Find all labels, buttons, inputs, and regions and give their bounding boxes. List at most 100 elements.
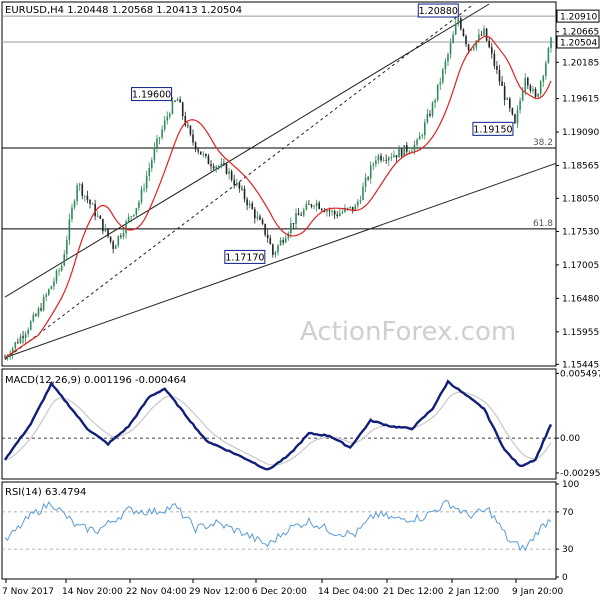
candle-body xyxy=(421,135,424,137)
candle-body xyxy=(284,238,287,243)
price-tick-label: 1.17005 xyxy=(562,261,599,271)
candle-body xyxy=(405,145,408,152)
candle-body xyxy=(503,86,506,100)
candle-body xyxy=(357,201,359,206)
candle-body xyxy=(140,188,143,203)
price-annotation-box xyxy=(131,87,173,102)
candle-body xyxy=(89,199,91,204)
candle-body xyxy=(60,265,63,271)
candle-body xyxy=(362,186,364,201)
candle-body xyxy=(444,61,447,70)
candle-body xyxy=(534,89,537,97)
price-annotation-label: 1.19600 xyxy=(132,90,171,101)
candle-body xyxy=(449,43,452,55)
channel-lower-line xyxy=(4,162,557,359)
candle-body xyxy=(460,18,462,30)
candle-body xyxy=(17,342,19,344)
candle-body xyxy=(290,223,292,234)
candle-body xyxy=(202,153,205,155)
candle-body xyxy=(158,137,161,139)
candle-body xyxy=(547,47,550,63)
candle-body xyxy=(272,244,274,255)
price-tick-label: 1.15445 xyxy=(562,360,599,370)
candle-body xyxy=(174,100,176,102)
candle-body xyxy=(207,156,210,165)
x-tick-label: 2 Jan 12:00 xyxy=(448,587,500,597)
candle-body xyxy=(45,294,48,298)
candle-body xyxy=(96,215,99,217)
candle-body xyxy=(300,215,302,216)
candle-body xyxy=(215,166,217,169)
candle-body xyxy=(452,34,454,44)
candle-body xyxy=(472,47,475,50)
candle-body xyxy=(256,216,259,219)
candle-body xyxy=(135,207,138,215)
candle-body xyxy=(151,159,153,168)
fib-level-label: 61.8 xyxy=(533,219,553,229)
candle-body xyxy=(187,125,189,127)
candle-body xyxy=(14,342,17,349)
watermark: ActionForex.com xyxy=(300,317,516,347)
candle-body xyxy=(395,155,398,158)
candle-body xyxy=(104,228,107,232)
candle-body xyxy=(181,102,184,116)
price-tick-label: 1.18050 xyxy=(562,194,599,204)
macd-layer: 0.005497 0.00 -0.002955 xyxy=(2,369,600,479)
candle-body xyxy=(429,113,431,116)
candle-body xyxy=(37,308,40,316)
candle-body xyxy=(78,184,81,186)
candle-body xyxy=(223,163,225,165)
candle-body xyxy=(243,188,246,200)
candle-body xyxy=(32,314,35,322)
macd-tick-label: 0.00 xyxy=(560,434,580,444)
rsi-title: RSI(14) 63.4794 xyxy=(5,487,86,498)
candle-body xyxy=(156,138,158,148)
candle-body xyxy=(55,270,58,282)
candle-body xyxy=(6,356,9,358)
macd-line xyxy=(3,379,553,471)
candle-body xyxy=(372,164,375,166)
price-annotation-label: 1.19150 xyxy=(473,124,512,135)
candle-body xyxy=(493,53,496,67)
candle-body xyxy=(539,81,542,94)
x-tick-label: 6 Dec 20:00 xyxy=(252,587,307,597)
candle-body xyxy=(84,195,86,197)
candle-body xyxy=(81,184,84,196)
price-tick-label: 1.15955 xyxy=(562,328,599,338)
candle-body xyxy=(320,208,323,210)
price-tick-label: 1.20185 xyxy=(562,58,599,68)
candle-body xyxy=(400,148,403,157)
candle-body xyxy=(465,35,467,45)
candle-body xyxy=(194,142,197,150)
candle-body xyxy=(212,166,215,169)
x-tick-label: 21 Dec 12:00 xyxy=(383,587,444,597)
candle-body xyxy=(254,209,256,219)
candle-body xyxy=(266,234,269,239)
candle-body xyxy=(516,109,519,124)
candle-body xyxy=(331,210,333,212)
candle-body xyxy=(302,209,305,216)
axis-price-box xyxy=(556,35,600,49)
candle-body xyxy=(351,206,354,211)
candle-body xyxy=(132,214,135,217)
candle-body xyxy=(483,28,485,36)
candle-body xyxy=(439,82,442,85)
x-tick-label: 14 Nov 20:00 xyxy=(62,587,123,597)
candle-body xyxy=(184,115,187,126)
candle-body xyxy=(138,202,140,208)
candle-body xyxy=(99,215,102,219)
candle-body xyxy=(341,211,344,214)
candle-body xyxy=(66,239,68,255)
macd-tick-label: 0.005497 xyxy=(560,369,600,379)
candle-body xyxy=(408,151,411,153)
candle-body xyxy=(163,120,166,130)
candle-body xyxy=(107,228,109,237)
candle-body xyxy=(148,167,151,177)
candle-body xyxy=(501,81,503,87)
x-tick-label: 9 Jan 20:00 xyxy=(512,587,564,597)
candle-body xyxy=(238,182,241,189)
price-annotation-label: 1.17170 xyxy=(225,252,264,263)
price-layer: 1.20665 1.20185 1.19615 1.19090 1.18565 1.180… xyxy=(2,3,600,370)
candle-body xyxy=(434,100,436,103)
